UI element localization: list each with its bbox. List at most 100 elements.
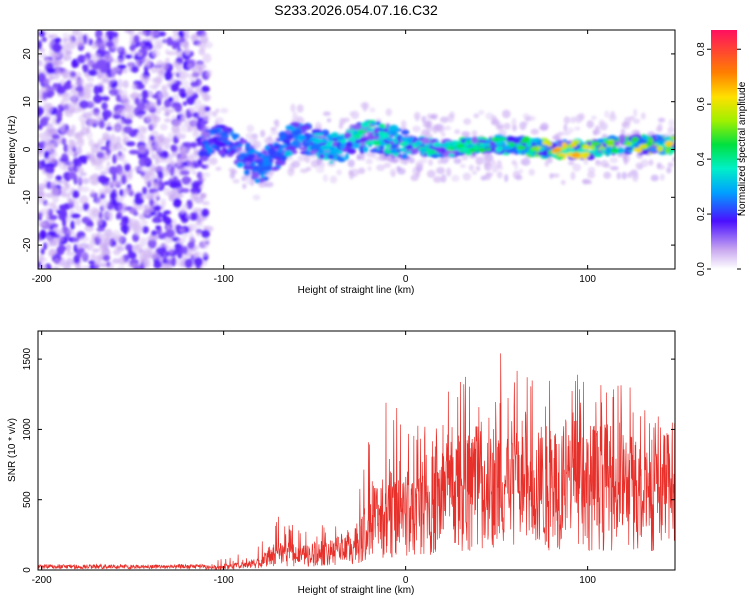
- heatmap-cell: [353, 134, 361, 138]
- heatmap-cell: [147, 238, 157, 249]
- heatmap-cell: [142, 186, 148, 195]
- heatmap-cell: [453, 157, 462, 164]
- heatmap-cell: [590, 144, 595, 151]
- heatmap-cell: [297, 155, 307, 162]
- heatmap-cell: [539, 122, 549, 131]
- heatmap-cell: [160, 62, 170, 70]
- heatmap-cell: [106, 122, 112, 127]
- heatmap-cell: [123, 125, 133, 134]
- heatmap-cell: [58, 121, 66, 132]
- heatmap-cell: [357, 129, 367, 134]
- heatmap-cell: [215, 166, 222, 171]
- heatmap-cell: [98, 233, 108, 240]
- heatmap-cell: [104, 185, 112, 193]
- heatmap-cell: [197, 159, 202, 164]
- heatmap-cell: [62, 92, 71, 103]
- heatmap-cell: [583, 159, 589, 165]
- heatmap-cell: [48, 91, 55, 96]
- heatmap-cell: [161, 84, 168, 93]
- heatmap-cell: [659, 173, 665, 181]
- heatmap-cell: [229, 171, 236, 179]
- heatmap-cell: [121, 132, 127, 137]
- heatmap-cell: [137, 92, 143, 99]
- heatmap-cell: [50, 52, 57, 59]
- heatmap-cell: [593, 151, 599, 156]
- heatmap-cell: [340, 143, 346, 150]
- heatmap-cell: [46, 155, 57, 164]
- heatmap-cell: [121, 68, 128, 74]
- heatmap-cell: [257, 171, 269, 175]
- heatmap-cell: [47, 230, 57, 236]
- heatmap-cell: [297, 134, 304, 140]
- heatmap-cell: [132, 128, 140, 134]
- heatmap-cell: [116, 246, 125, 252]
- heatmap-cell: [48, 202, 57, 208]
- heatmap-cell: [147, 101, 156, 111]
- heatmap-cell: [165, 229, 175, 238]
- y-tick-label: 500: [22, 491, 33, 508]
- y-tick-label: 20: [22, 48, 33, 60]
- heatmap-cell: [102, 254, 111, 262]
- heatmap-cell: [258, 181, 267, 188]
- heatmap-cell: [390, 148, 398, 154]
- heatmap-cell: [635, 162, 642, 169]
- heatmap-cell: [211, 128, 220, 134]
- heatmap-cell: [478, 110, 485, 115]
- heatmap-cell: [140, 73, 145, 83]
- heatmap-cell: [202, 251, 208, 257]
- heatmap-cell: [566, 144, 573, 149]
- heatmap-cell: [52, 226, 58, 232]
- heatmap-cell: [252, 194, 261, 201]
- heatmap-cell: [276, 154, 283, 159]
- heatmap-cell: [567, 127, 575, 133]
- heatmap-cell: [422, 121, 431, 128]
- heatmap-cell: [172, 119, 183, 127]
- heatmap-cell: [218, 150, 226, 156]
- heatmap-cell: [646, 140, 653, 147]
- heatmap-cell: [165, 261, 173, 269]
- heatmap-cell: [511, 159, 517, 166]
- heatmap-cell: [121, 147, 128, 152]
- heatmap-cell: [105, 126, 113, 131]
- heatmap-cell: [526, 141, 532, 148]
- heatmap-cell: [154, 38, 160, 48]
- heatmap-cell: [49, 248, 57, 257]
- heatmap-cell: [93, 94, 103, 104]
- heatmap-cell: [118, 203, 128, 213]
- heatmap-cell: [122, 80, 129, 89]
- heatmap-cell: [576, 148, 588, 153]
- heatmap-cell: [76, 243, 82, 250]
- heatmap-cell: [239, 152, 250, 157]
- heatmap-cell: [572, 163, 582, 172]
- heatmap-cell: [42, 221, 51, 230]
- heatmap-cell: [552, 148, 562, 153]
- heatmap-cell: [179, 146, 188, 157]
- heatmap-cell: [81, 265, 91, 269]
- heatmap-cell: [153, 190, 160, 199]
- heatmap-cell: [305, 166, 312, 172]
- heatmap-cell: [40, 85, 50, 93]
- heatmap-cell: [175, 62, 183, 72]
- heatmap-cell: [55, 109, 63, 119]
- heatmap-cell: [38, 132, 47, 139]
- heatmap-cell: [39, 47, 45, 53]
- heatmap-cell: [62, 32, 69, 38]
- heatmap-cell: [115, 88, 123, 96]
- heatmap-cell: [560, 179, 566, 185]
- heatmap-cell: [367, 166, 372, 172]
- heatmap-cell: [38, 199, 43, 205]
- heatmap-cell: [125, 141, 136, 147]
- heatmap-cell: [182, 34, 190, 39]
- heatmap-cell: [98, 85, 104, 94]
- heatmap-cell: [75, 205, 85, 213]
- heatmap-cell: [246, 124, 255, 133]
- heatmap-cell: [626, 141, 631, 145]
- heatmap-cell: [531, 145, 538, 151]
- heatmap-cell: [512, 124, 517, 132]
- heatmap-cell: [208, 110, 216, 116]
- heatmap-cell: [160, 264, 167, 269]
- heatmap-cell: [38, 254, 45, 263]
- heatmap-cell: [400, 147, 407, 153]
- heatmap-cell: [114, 110, 120, 116]
- heatmap-cell: [285, 129, 292, 134]
